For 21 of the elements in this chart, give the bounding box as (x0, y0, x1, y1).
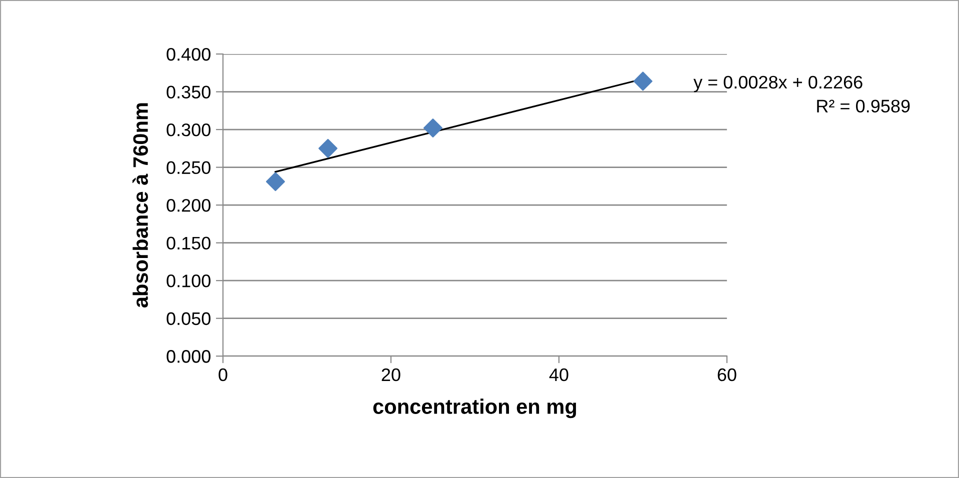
y-tick-label: 0.100 (166, 274, 210, 288)
y-tick-label: 0.300 (166, 123, 210, 136)
point (423, 118, 442, 138)
y-tick-label: 0.200 (166, 198, 210, 212)
x-tick-label: 0 (218, 368, 228, 382)
x-axis-title: concentration en mg (373, 398, 576, 418)
annotation: y = 0.0028x + 0.2266 (693, 76, 862, 92)
y-axis-title: absorbance à 760nm (132, 103, 148, 308)
y-tick-label: 0.050 (166, 312, 210, 326)
point (633, 72, 652, 91)
x-tick-label: 20 (382, 368, 400, 382)
y-tick-label: 0.400 (166, 48, 210, 61)
x-tick-label: 60 (718, 368, 736, 382)
x-tick-label: 40 (549, 368, 568, 382)
y-tick-label: 0.350 (166, 86, 210, 98)
y-tick-label: 0.150 (166, 236, 210, 250)
point (266, 172, 285, 192)
point (318, 138, 338, 158)
y-tick-label: 0.250 (166, 161, 210, 174)
y-tick-label: 0.000 (166, 350, 210, 363)
text: R² = 0.9589 (817, 100, 910, 113)
